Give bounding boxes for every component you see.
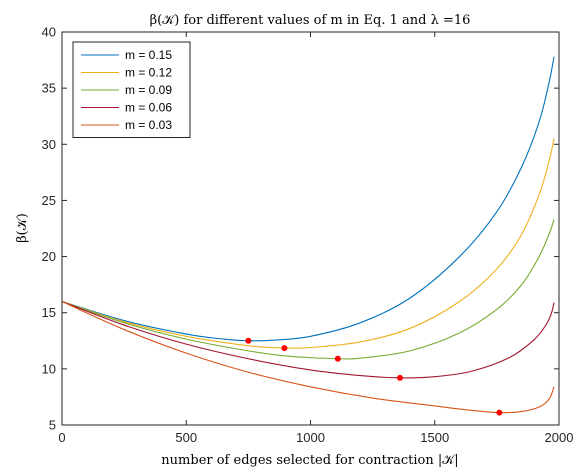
y-tick-label: 5 (49, 418, 56, 433)
x-tick-label: 1000 (296, 430, 325, 445)
x-tick-label: 2000 (545, 430, 574, 445)
legend-label: m = 0.03 (125, 118, 172, 132)
legend-label: m = 0.06 (125, 101, 172, 115)
x-tick-label: 1500 (420, 430, 449, 445)
y-tick-label: 15 (42, 305, 56, 320)
legend-label: m = 0.09 (125, 83, 172, 97)
plot-frame (61, 31, 560, 426)
legend-label: m = 0.12 (125, 66, 172, 80)
series-line-1 (61, 138, 555, 349)
series-line-4 (61, 300, 555, 414)
series-line-3 (61, 300, 555, 379)
y-tick-label: 25 (42, 193, 56, 208)
minimum-marker (281, 345, 288, 352)
series-lines (61, 56, 555, 414)
x-tick-label: 0 (58, 430, 65, 445)
chart-title: β(𝒦) for different values of m in Eq. 1 … (150, 13, 471, 28)
y-tick-label: 35 (42, 81, 56, 96)
minimum-marker (396, 374, 403, 381)
x-tick-label: 500 (175, 430, 197, 445)
minimum-marker (245, 337, 252, 344)
y-tick-label: 30 (42, 137, 56, 152)
y-axis-label: β(𝒦) (15, 213, 30, 243)
y-tick-label: 10 (42, 361, 56, 376)
axis-ticks: 0 500 1000 1500 2000 5 10 15 20 25 30 35 40 (42, 25, 574, 446)
series-line-2 (61, 219, 555, 360)
minimum-marker (496, 409, 503, 416)
y-tick-label: 20 (42, 249, 56, 264)
minimum-markers (245, 337, 503, 416)
legend-label: m = 0.15 (125, 48, 172, 62)
series-line-0 (61, 56, 555, 342)
y-tick-label: 40 (42, 25, 56, 40)
x-axis-label: number of edges selected for contraction… (161, 453, 458, 468)
legend: m = 0.15 m = 0.12 m = 0.09 m = 0.06 m = 0.03 (72, 41, 191, 138)
minimum-marker (334, 355, 341, 362)
